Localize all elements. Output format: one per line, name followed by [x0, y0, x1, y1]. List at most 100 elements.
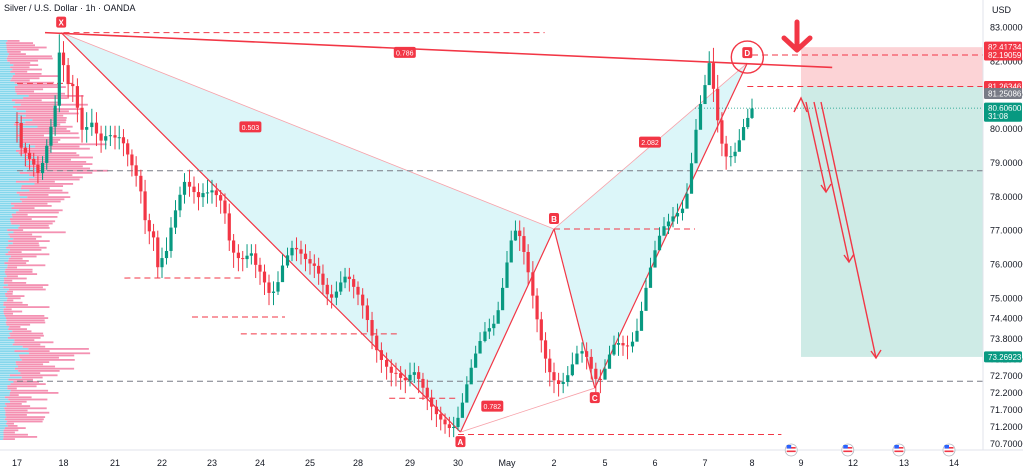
candle-body: [421, 378, 425, 388]
candle: [126, 139, 130, 167]
projection-3-arrowhead: [870, 349, 882, 360]
ratio-label: 0.786: [396, 50, 414, 57]
pattern-point-label: A: [458, 438, 464, 447]
candle-body: [452, 426, 456, 429]
candle: [703, 74, 707, 105]
projection-peak: [793, 96, 808, 113]
flag-stripe: [843, 450, 853, 453]
candle-body: [711, 63, 716, 89]
profile-bar-sell: [13, 106, 54, 108]
profile-bar-buy: [0, 55, 8, 58]
profile-bar-buy: [0, 207, 12, 209]
candle: [23, 142, 27, 167]
candle-body: [487, 328, 491, 332]
profile-bar-sell: [28, 178, 80, 181]
projection-1: [805, 101, 827, 193]
price-tick-label: 83.00000: [990, 23, 1023, 33]
price-tag-label: 82.19059: [988, 51, 1022, 60]
profile-bar-sell: [36, 156, 93, 159]
profile-bar-sell: [18, 370, 60, 372]
candle-body: [675, 213, 680, 217]
profile-bar-buy: [0, 44, 7, 47]
leg-xa: [60, 32, 461, 433]
candle: [317, 257, 321, 285]
candle: [223, 193, 227, 224]
profile-bar-sell: [5, 321, 46, 324]
currency-label[interactable]: USD: [992, 5, 1012, 15]
profile-bar-sell: [6, 48, 39, 51]
candle-body: [531, 272, 535, 296]
candle: [421, 372, 425, 400]
candle: [598, 369, 603, 394]
profile-bar-sell: [8, 233, 33, 236]
candle-body: [385, 359, 389, 367]
profile-bar-sell: [3, 436, 38, 438]
profile-bar-sell: [8, 257, 23, 260]
profile-bar-sell: [10, 220, 56, 223]
candle: [104, 125, 108, 150]
profile-bar-buy: [0, 427, 5, 429]
candle: [575, 345, 579, 365]
profile-bar-buy: [0, 51, 8, 53]
profile-bar-buy: [0, 409, 6, 412]
candle: [625, 335, 630, 360]
candle: [134, 156, 138, 187]
profile-bar-buy: [0, 315, 5, 317]
candle-body: [317, 265, 321, 274]
price-tick-label: 77.00000: [990, 226, 1023, 236]
profile-bar-buy: [0, 290, 8, 293]
profile-bar-sell: [8, 328, 27, 330]
candle: [685, 183, 689, 209]
profile-bar-buy: [0, 145, 36, 148]
candle: [130, 149, 134, 177]
profile-bar-buy: [0, 319, 7, 322]
candle: [285, 247, 290, 268]
candle: [460, 393, 465, 418]
candle: [303, 244, 308, 272]
candle-body: [379, 350, 383, 360]
profile-bar-sell: [8, 53, 26, 55]
time-tick-label: 28: [353, 458, 363, 468]
profile-bar-buy: [0, 216, 13, 218]
profile-bar-buy: [0, 345, 23, 348]
horizontal-levels: [17, 32, 983, 435]
candle-body: [483, 331, 487, 342]
projection-3: [820, 101, 877, 359]
profile-bar-sell: [14, 350, 50, 352]
time-tick-label: 13: [899, 458, 909, 468]
profile-bar-sell: [11, 222, 53, 225]
profile-bar-buy: [0, 178, 29, 181]
profile-bar-buy: [0, 407, 5, 410]
profile-bar-sell: [28, 348, 89, 350]
profile-bar-buy: [0, 59, 8, 62]
profile-bar-sell: [16, 92, 65, 95]
profile-bar-sell: [16, 191, 69, 194]
profile-bar-sell: [5, 253, 50, 256]
candle: [680, 200, 685, 221]
pattern-point-d: D: [742, 47, 753, 59]
profile-bar-buy: [0, 361, 16, 363]
profile-bar-sell: [14, 88, 44, 91]
profile-bar-buy: [0, 136, 24, 139]
candle: [192, 176, 196, 204]
profile-bar-sell: [3, 277, 27, 280]
profile-bar-sell: [9, 332, 44, 335]
profile-bar-sell: [3, 304, 28, 306]
profile-bar-sell: [5, 273, 38, 275]
candle-body: [19, 123, 23, 148]
candle-body: [496, 310, 500, 324]
candle-body: [724, 143, 728, 157]
candle: [644, 278, 648, 311]
profile-bar-sell: [8, 240, 50, 242]
price-tick-label: 70.70000: [990, 439, 1023, 449]
profile-bar-sell: [20, 372, 41, 374]
time-axis[interactable]: 17 18 21 22 23 24 25 28 29 30 May 2 5 6 7 8 9 12 13 14: [12, 458, 959, 468]
projection-1-arrowhead: [820, 183, 832, 194]
profile-bar-sell: [5, 409, 28, 412]
candle-body: [746, 117, 750, 128]
candle-body: [258, 264, 262, 272]
price-tick-label: 75.00000: [990, 293, 1023, 303]
profile-bar-sell: [6, 416, 46, 418]
candle: [361, 288, 365, 319]
